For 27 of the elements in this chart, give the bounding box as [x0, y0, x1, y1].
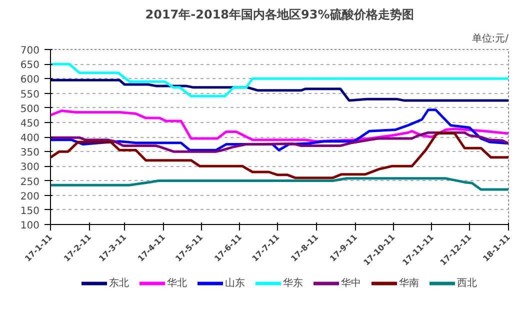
y-tick-label: 400	[20, 133, 40, 144]
line-series	[50, 78, 508, 102]
y-tick-label: 650	[20, 60, 40, 72]
y-tick-label: 100	[20, 220, 40, 232]
y-tick-label: 200	[20, 191, 40, 202]
y-tick-label: 600	[20, 74, 40, 86]
legend-label: 西北	[457, 276, 477, 290]
line-series	[50, 132, 508, 180]
chart-title: 2017年-2018年国内各地区93%硫酸价格走势图	[145, 8, 414, 22]
y-tick-label: 500	[20, 104, 40, 115]
y-tick-label: 700	[20, 46, 40, 56]
legend-label: 华中	[341, 276, 361, 290]
text: 单位:元/	[472, 32, 510, 44]
line-series	[50, 177, 508, 191]
y-tick-label: 300	[20, 162, 40, 174]
legend-label: 东北	[109, 276, 129, 290]
y-tick-label: 450	[20, 118, 40, 130]
legend-label: 华南	[399, 276, 419, 290]
line-series	[50, 62, 508, 98]
legend-label: 华北	[167, 276, 187, 290]
y-tick-label: 250	[20, 176, 40, 188]
y-tick-label: 550	[20, 89, 40, 100]
legend-label: 山东	[225, 276, 245, 290]
y-tick-label: 350	[20, 148, 40, 159]
legend-label: 华东	[283, 276, 303, 290]
y-tick-label: 150	[20, 206, 40, 217]
line-series	[50, 131, 508, 153]
